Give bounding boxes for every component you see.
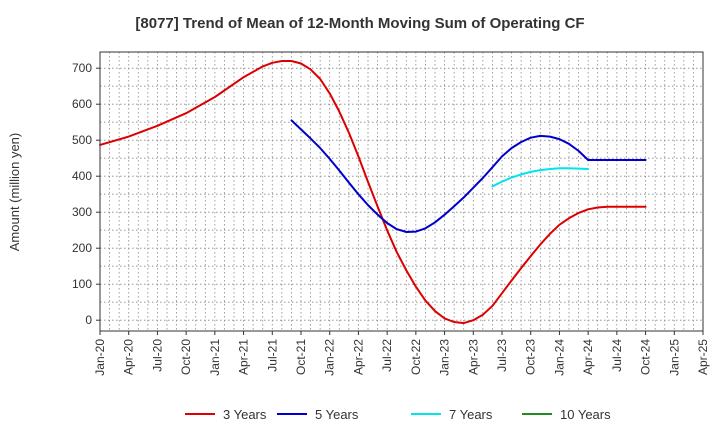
legend-label-3-years: 3 Years bbox=[223, 407, 267, 422]
x-axis-ticks: Jan-20 Apr-20 Jul-20 Oct-20 Jan-21 Apr-21 Jul-… bbox=[93, 331, 710, 376]
y-tick-label: 700 bbox=[72, 61, 92, 75]
legend-label-10-years: 10 Years bbox=[560, 407, 611, 422]
y-tick-label: 500 bbox=[72, 133, 92, 147]
y-tick-label: 600 bbox=[72, 97, 92, 111]
x-tick-label: Apr-24 bbox=[581, 339, 595, 375]
x-tick-label: Jan-25 bbox=[667, 339, 681, 376]
x-tick-label: Jul-22 bbox=[380, 339, 394, 372]
x-tick-label: Apr-25 bbox=[696, 339, 710, 375]
x-tick-label: Oct-24 bbox=[639, 339, 653, 375]
y-axis-label: Amount (million yen) bbox=[7, 133, 22, 252]
x-tick-label: Jan-22 bbox=[323, 339, 337, 376]
series-line-5-years bbox=[290, 119, 647, 233]
y-tick-label: 0 bbox=[85, 313, 92, 327]
chart-title: [8077] Trend of Mean of 12-Month Moving … bbox=[135, 15, 584, 32]
y-tick-label: 300 bbox=[72, 205, 92, 219]
legend-label-5-years: 5 Years bbox=[315, 407, 359, 422]
grid bbox=[99, 52, 704, 331]
x-tick-label: Jul-24 bbox=[610, 339, 624, 372]
x-tick-label: Oct-21 bbox=[294, 339, 308, 375]
series-line-3-years bbox=[99, 60, 647, 325]
x-tick-label: Jul-23 bbox=[495, 339, 509, 372]
x-tick-label: Oct-20 bbox=[179, 339, 193, 375]
x-tick-label: Jan-21 bbox=[208, 339, 222, 376]
x-tick-label: Apr-23 bbox=[466, 339, 480, 375]
x-tick-label: Jan-24 bbox=[552, 339, 566, 376]
x-tick-label: Jan-23 bbox=[438, 339, 452, 376]
x-tick-label: Jul-20 bbox=[150, 339, 164, 372]
legend-label-7-years: 7 Years bbox=[449, 407, 493, 422]
series-lines bbox=[99, 60, 647, 325]
y-tick-label: 400 bbox=[72, 169, 92, 183]
x-tick-label: Apr-20 bbox=[122, 339, 136, 375]
series-line-7-years bbox=[491, 167, 590, 188]
y-axis-ticks: 0 100 200 300 400 500 600 700 bbox=[72, 61, 100, 327]
legend: 3 Years 5 Years 7 Years 10 Years bbox=[185, 407, 611, 422]
y-tick-label: 100 bbox=[72, 277, 92, 291]
plot-frame bbox=[99, 51, 704, 332]
x-tick-label: Apr-21 bbox=[237, 339, 251, 375]
x-tick-label: Oct-22 bbox=[409, 339, 423, 375]
x-tick-label: Oct-23 bbox=[524, 339, 538, 375]
x-tick-label: Jan-20 bbox=[93, 339, 107, 376]
x-tick-label: Apr-22 bbox=[351, 339, 365, 375]
x-tick-label: Jul-21 bbox=[265, 339, 279, 372]
y-tick-label: 200 bbox=[72, 241, 92, 255]
